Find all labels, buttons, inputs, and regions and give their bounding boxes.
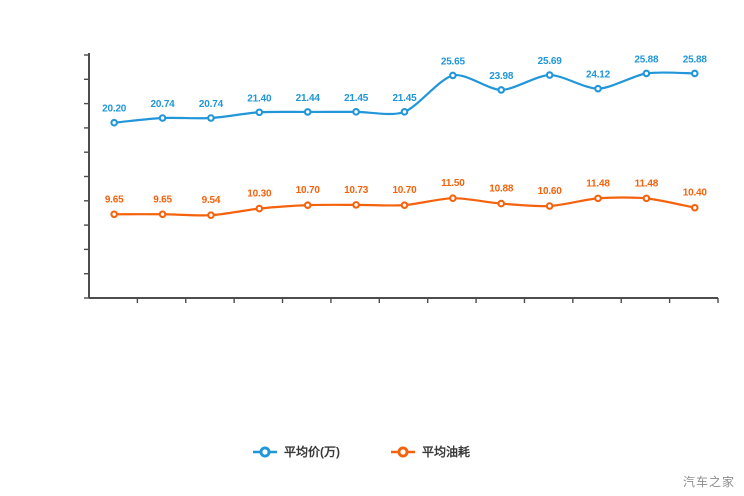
data-label: 20.74 [199,99,224,110]
data-point-marker [690,69,699,78]
data-label: 11.48 [586,178,610,189]
data-point-marker [110,210,118,219]
data-label: 9.65 [105,194,124,205]
data-point-marker [642,69,651,78]
data-point-marker [303,201,312,209]
data-label: 11.48 [635,178,659,189]
data-point-marker [352,108,360,116]
legend-item[interactable]: 平均价(万) [253,444,340,459]
data-point-marker [690,203,699,212]
data-label: 21.40 [247,93,272,104]
data-label: 21.45 [344,93,369,104]
data-point-marker [255,108,264,117]
data-point-marker [545,71,554,79]
data-label: 9.54 [202,195,221,206]
data-label: 21.45 [392,93,417,104]
data-label: 10.70 [296,185,321,196]
chart-data-labels: 20.20 20.74 20.74 21.40 21.44 21.45 21.45 25.65… [102,54,707,206]
watermark: 汽车之家 [682,475,735,489]
data-point-marker [497,86,506,94]
data-point-marker [207,114,215,122]
data-point-marker [594,84,602,93]
legend-label: 平均价(万) [284,444,340,459]
data-point-marker [255,204,264,213]
data-label: 10.40 [683,188,708,199]
data-point-marker [400,201,409,209]
data-point-marker [545,202,554,210]
data-point-marker [400,108,409,116]
data-point-marker [449,194,457,202]
data-label: 25.88 [683,54,708,65]
data-label: 21.44 [296,93,321,104]
legend-label: 平均油耗 [422,444,470,459]
data-point-marker [207,211,215,220]
data-label: 10.88 [489,184,514,195]
data-point-marker [110,118,118,127]
data-label: 25.65 [441,56,466,67]
chart-series [110,69,699,220]
chart-axes [84,53,719,303]
data-point-marker [449,71,457,80]
data-point-marker [158,210,167,219]
data-label: 10.60 [538,186,563,197]
chart-legend: 平均价(万) 平均油耗 [253,444,470,459]
data-label: 10.70 [392,185,417,196]
data-label: 25.69 [538,56,563,67]
data-label: 11.50 [441,178,465,189]
data-label: 25.88 [634,54,659,65]
data-label: 20.20 [102,104,127,115]
data-label: 20.74 [151,99,176,110]
data-point-marker [158,114,167,122]
data-label: 24.12 [586,70,611,81]
legend-marker-icon [259,446,271,458]
data-point-marker [497,199,506,208]
legend-item[interactable]: 平均油耗 [391,444,470,459]
data-label: 10.73 [344,185,369,196]
data-label: 23.98 [489,71,514,82]
data-point-marker [352,201,360,209]
data-label: 10.30 [247,189,272,200]
legend-marker-icon [397,446,409,458]
data-point-marker [303,108,312,116]
data-point-marker [642,194,651,203]
data-point-marker [594,194,602,203]
data-label: 9.65 [153,194,172,205]
